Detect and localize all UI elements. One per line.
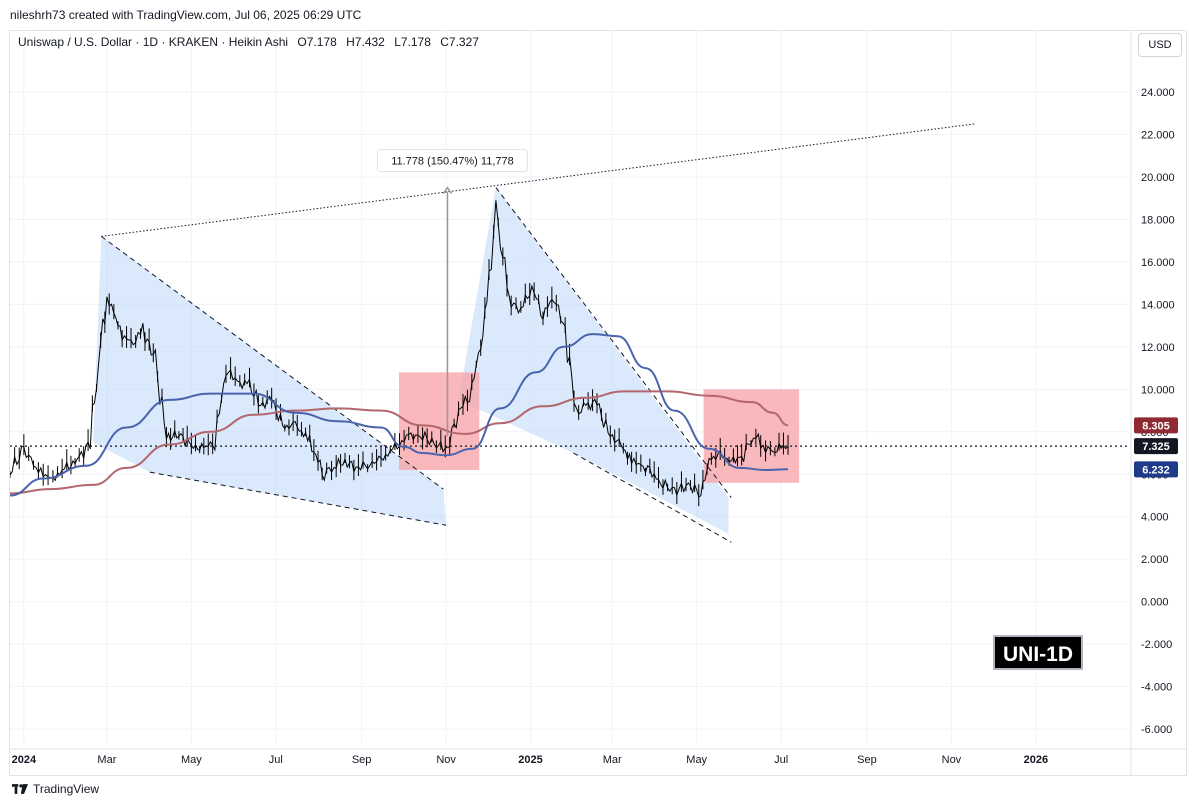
y-tick-label: 22.000 [1141,129,1175,141]
y-tick-label: 10.000 [1141,384,1175,396]
price-label-2: 7.325 [1142,441,1170,453]
y-tick-label: 24.000 [1141,87,1175,99]
x-tick-label: Nov [436,754,456,766]
x-tick-label: May [686,754,707,766]
wedge-bottom-line-2 [573,452,732,543]
y-tick-label: 14.000 [1141,299,1175,311]
tradingview-logo[interactable]: TradingView [12,782,99,796]
x-tick-label: Jul [774,754,788,766]
x-tick-label: Mar [97,754,116,766]
chart-frame[interactable] [9,30,1187,776]
y-tick-label: 0.000 [1141,597,1169,609]
price-series-line [10,200,789,498]
price-label-box [1134,417,1178,434]
x-tick-label: Mar [603,754,622,766]
y-tick-label: 20.000 [1141,172,1175,184]
price-label-1: 8.305 [1142,420,1170,432]
x-tick-label: Sep [352,754,372,766]
y-tick-label: -4.000 [1141,682,1172,694]
measure-arrowhead [442,186,453,194]
symbol-description: Uniswap / U.S. Dollar · 1D · KRAKEN · He… [18,35,289,49]
x-tick-label: Nov [942,754,962,766]
y-tick-label: 2.000 [1141,554,1169,566]
chart-credit: nileshrh73 created with TradingView.com,… [10,8,362,22]
price-label-3: 6.232 [1142,464,1170,476]
price-label-box [1134,438,1178,455]
trend-lines [10,123,1130,543]
x-axis[interactable]: 2024 Mar May Jul Sep Nov 2025 Mar May Jul Sep Nov 20… [10,748,1187,766]
price-labels: 8.305 7.325 6.232 [1134,417,1178,478]
measure-label-box [376,149,528,173]
x-tick-label: Jul [269,754,283,766]
x-tick-label: 2025 [518,754,542,766]
x-tick-label: May [181,754,202,766]
wedge-top-line-1 [101,236,444,490]
high-value: H7.432 [346,35,385,49]
price-label-box [1134,461,1178,478]
ma-short-line [10,333,789,497]
wedge-fill-2 [458,187,729,534]
y-tick-label: 16.000 [1141,257,1175,269]
y-tick-label: 4.000 [1141,512,1169,524]
currency-button[interactable]: USD [1138,33,1182,57]
x-tick-label: Sep [857,754,877,766]
ma-long-line [10,390,789,495]
y-tick-label: -2.000 [1141,639,1172,651]
low-value: L7.178 [394,35,431,49]
x-tick-label: 2026 [1024,754,1048,766]
series [10,200,789,507]
y-tick-label: -6.000 [1141,724,1172,736]
annotations: 11.778 (150.47%) 11,778 [376,149,528,437]
consolidation-box-1 [399,372,480,471]
tradingview-icon [12,784,28,794]
wedge-top-line-2 [495,187,732,498]
symbol-legend: Uniswap / U.S. Dollar · 1D · KRAKEN · He… [18,35,479,49]
pattern-fills [93,187,729,534]
close-value: C7.327 [440,35,479,49]
y-tick-label: 18.000 [1141,214,1175,226]
y-axis[interactable]: -6.000-4.000-2.0000.0002.0004.0006.0008.… [1130,30,1175,776]
symbol-watermark: UNI-1D [993,635,1083,670]
watermark-text: UNI-1D [1003,643,1073,666]
x-tick-label: 2024 [12,754,37,766]
open-value: O7.178 [297,35,337,49]
tradingview-brand: TradingView [33,782,100,796]
watermark-box [993,635,1083,670]
measure-label: 11.778 (150.47%) 11,778 [391,156,514,168]
y-tick-label: 12.000 [1141,342,1175,354]
wedge-fill-1 [93,236,447,526]
